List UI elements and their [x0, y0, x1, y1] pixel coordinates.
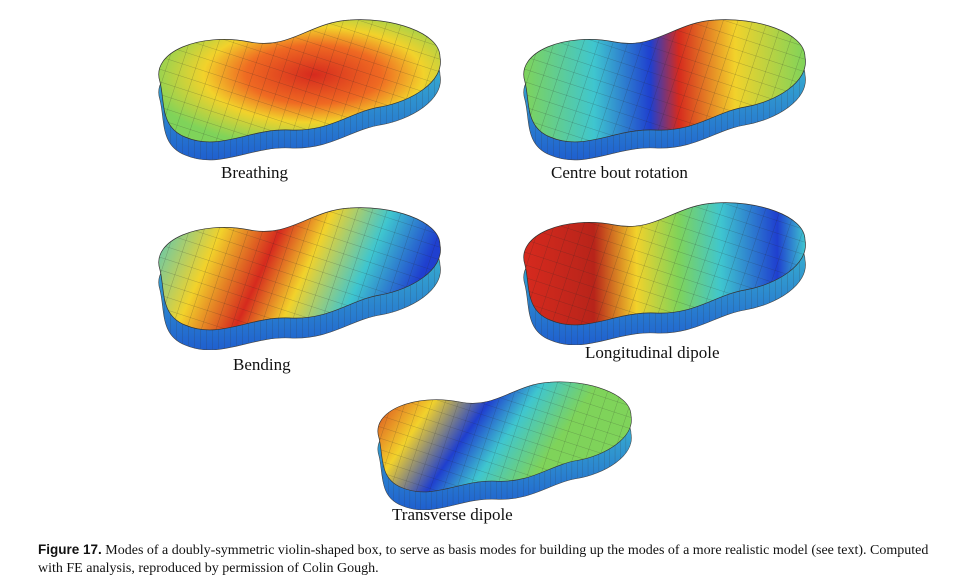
- panel-label-longitudinal-dipole: Longitudinal dipole: [585, 343, 720, 362]
- panel-label-breathing: Breathing: [221, 163, 289, 182]
- bending-mode-plot: [158, 207, 441, 350]
- figure-number: Figure 17.: [38, 542, 102, 557]
- panel-label-bending: Bending: [233, 355, 291, 374]
- longitudinal-dipole-mode-plot: [523, 202, 806, 345]
- transverse-dipole-mode-plot: [377, 381, 632, 510]
- figure-caption-text: Modes of a doubly-symmetric violin-shape…: [38, 543, 929, 576]
- mode-panel-transverse-dipole: [345, 375, 665, 510]
- panel-label-centre-bout-rotation: Centre bout rotation: [551, 163, 688, 182]
- breathing-mode-plot: [158, 19, 441, 161]
- mode-panel-bending: [140, 200, 460, 350]
- panel-label-transverse-dipole: Transverse dipole: [392, 505, 513, 524]
- figure-caption: Figure 17. Modes of a doubly-symmetric v…: [38, 541, 938, 578]
- mode-panel-longitudinal-dipole: [505, 195, 825, 345]
- centre-bout-rotation-mode-plot: [523, 19, 806, 161]
- mode-panel-centre-bout-rotation: [505, 12, 825, 162]
- mode-panel-breathing: [140, 12, 460, 162]
